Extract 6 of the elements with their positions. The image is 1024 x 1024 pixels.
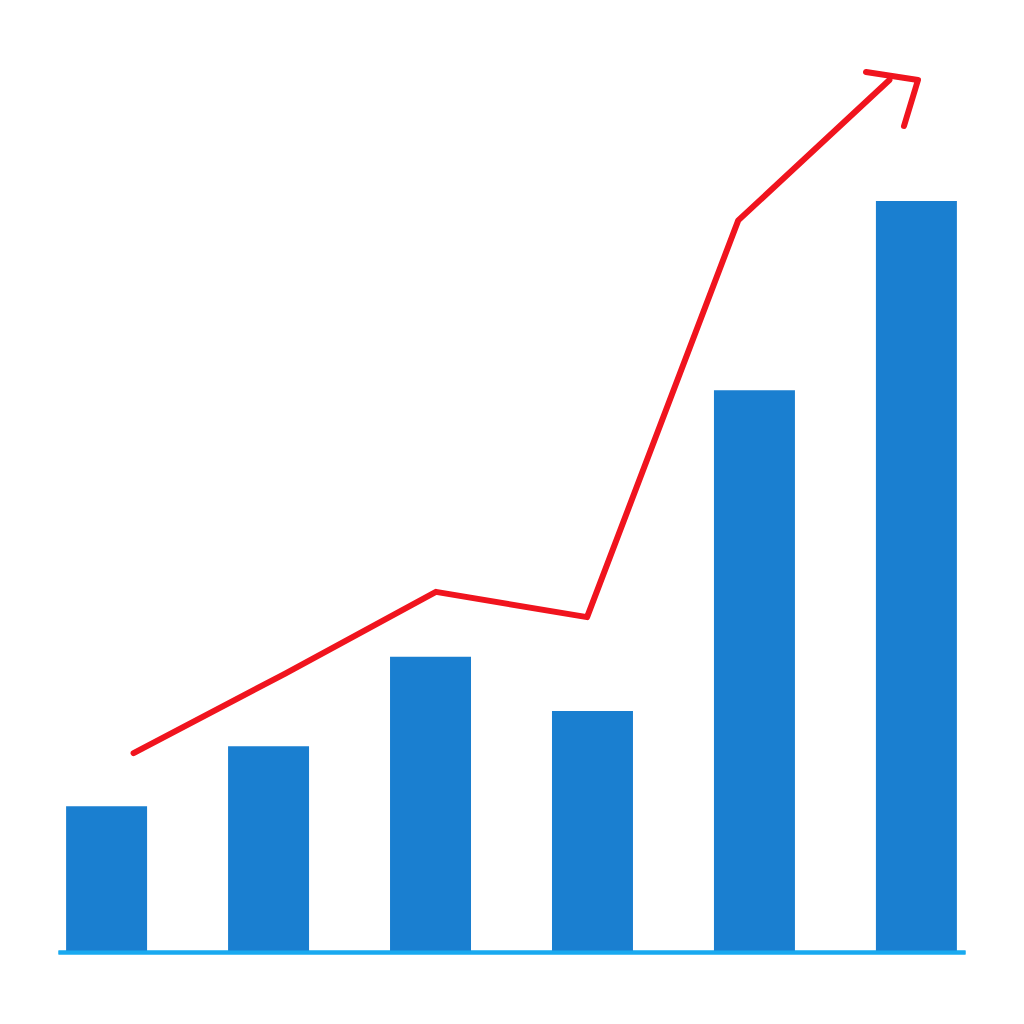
bar bbox=[875, 201, 957, 952]
bar bbox=[713, 390, 795, 952]
bar bbox=[390, 656, 472, 952]
bar bbox=[66, 806, 148, 952]
bar bbox=[228, 746, 310, 952]
bar bbox=[551, 710, 633, 952]
